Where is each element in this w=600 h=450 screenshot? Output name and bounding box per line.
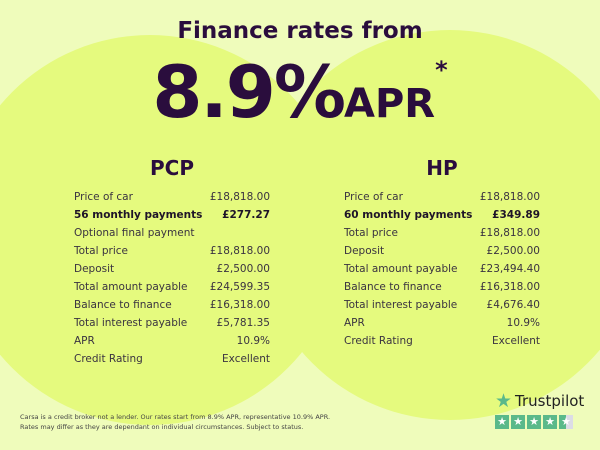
rating-star-icon: ★	[511, 415, 525, 429]
row-value: £24,599.35	[209, 281, 270, 293]
asterisk: *	[435, 56, 448, 84]
row-label: Deposit	[344, 245, 385, 257]
row-label: Deposit	[74, 263, 115, 275]
row-label: Price of car	[74, 191, 133, 203]
row-value: Excellent	[492, 335, 540, 347]
row-value: 10.9%	[506, 317, 540, 329]
rate-display: 8.9%APR*	[0, 50, 600, 134]
row-value: £18,818.00	[209, 191, 270, 203]
hp-table: HP Price of car £18,818.00 60 monthly paym…	[344, 156, 540, 350]
row-value: £2,500.00	[216, 263, 270, 275]
table-row: Credit Rating Excellent	[74, 350, 270, 368]
table-row: Credit Rating Excellent	[344, 332, 540, 350]
table-row: Total interest payable £5,781.35	[74, 314, 270, 332]
row-label: Total interest payable	[74, 317, 188, 329]
row-label: Total price	[74, 245, 128, 257]
hp-rows: Price of car £18,818.00 60 monthly payment…	[344, 188, 540, 350]
row-value: £16,318.00	[479, 281, 540, 293]
row-label: Total interest payable	[344, 299, 458, 311]
rating-star-icon: ★	[559, 415, 573, 429]
table-row: Total price £18,818.00	[344, 224, 540, 242]
row-value: 10.9%	[236, 335, 270, 347]
headline: Finance rates from	[177, 18, 423, 44]
row-label: Optional final payment	[74, 227, 195, 239]
table-row: Total amount payable £24,599.35	[74, 278, 270, 296]
row-label: APR	[344, 317, 365, 329]
pcp-table: PCP Price of car £18,818.00 56 monthly pay…	[74, 156, 270, 368]
table-row: 60 monthly payments £349.89	[344, 206, 540, 224]
trustpilot-rating: ★ ★ ★ ★ ★	[495, 415, 585, 429]
row-value: £18,818.00	[479, 191, 540, 203]
trustpilot-badge[interactable]: ★ Trustpilot ★ ★ ★ ★ ★	[495, 390, 585, 429]
row-value: £2,500.00	[486, 245, 540, 257]
row-value: Excellent	[222, 353, 270, 365]
row-value: £4,676.40	[486, 299, 540, 311]
table-row: Total amount payable £23,494.40	[344, 260, 540, 278]
rating-star-icon: ★	[495, 415, 509, 429]
pcp-title: PCP	[150, 156, 194, 180]
pcp-rows: Price of car £18,818.00 56 monthly payment…	[74, 188, 270, 368]
table-row: Price of car £18,818.00	[74, 188, 270, 206]
disclaimer: Carsa is a credit broker not a lender. O…	[20, 412, 440, 432]
rating-star-icon: ★	[543, 415, 557, 429]
table-row: 56 monthly payments £277.27	[74, 206, 270, 224]
table-row: Deposit £2,500.00	[74, 260, 270, 278]
row-value: £16,318.00	[209, 299, 270, 311]
row-label: 56 monthly payments	[74, 209, 203, 221]
row-label: Total amount payable	[74, 281, 188, 293]
table-row: Total interest payable £4,676.40	[344, 296, 540, 314]
row-value: £18,818.00	[479, 227, 540, 239]
table-row: APR 10.9%	[74, 332, 270, 350]
rating-star-icon: ★	[527, 415, 541, 429]
row-label: Credit Rating	[74, 353, 143, 365]
row-label: 60 monthly payments	[344, 209, 473, 221]
table-row: Total price £18,818.00	[74, 242, 270, 260]
table-row: Balance to finance £16,318.00	[74, 296, 270, 314]
row-value: £18,818.00	[209, 245, 270, 257]
row-label: Credit Rating	[344, 335, 413, 347]
hp-title: HP	[426, 156, 458, 180]
row-label: Total amount payable	[344, 263, 458, 275]
row-label: Total price	[344, 227, 398, 239]
row-label: APR	[74, 335, 95, 347]
row-value: £349.89	[492, 209, 540, 221]
row-value: £23,494.40	[479, 263, 540, 275]
row-value: £277.27	[222, 209, 270, 221]
table-row: Price of car £18,818.00	[344, 188, 540, 206]
row-label: Price of car	[344, 191, 403, 203]
rate-value: 8.9%	[152, 50, 346, 134]
disclaimer-line-2: Rates may differ as they are dependant o…	[20, 423, 304, 431]
rate-unit: APR	[344, 81, 436, 127]
disclaimer-line-1: Carsa is a credit broker not a lender. O…	[20, 413, 331, 421]
table-row: APR 10.9%	[344, 314, 540, 332]
row-value: £5,781.35	[216, 317, 270, 329]
row-label: Balance to finance	[74, 299, 172, 311]
table-row: Balance to finance £16,318.00	[344, 278, 540, 296]
trustpilot-name: Trustpilot	[515, 392, 585, 410]
table-row: Optional final payment	[74, 224, 270, 242]
background-circle-left	[0, 35, 345, 425]
table-row: Deposit £2,500.00	[344, 242, 540, 260]
background-circle-right	[255, 30, 600, 420]
star-icon: ★	[495, 390, 513, 412]
row-label: Balance to finance	[344, 281, 442, 293]
